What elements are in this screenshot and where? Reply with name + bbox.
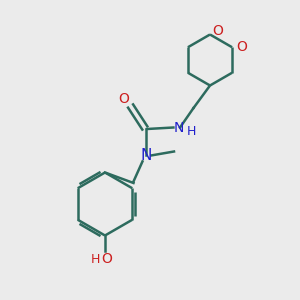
Text: O: O (212, 24, 223, 38)
Text: H: H (91, 253, 100, 266)
Text: O: O (118, 92, 129, 106)
Text: O: O (101, 252, 112, 266)
Text: N: N (140, 148, 152, 163)
Text: O: O (236, 40, 247, 54)
Text: H: H (187, 124, 196, 138)
Text: N: N (173, 121, 184, 134)
